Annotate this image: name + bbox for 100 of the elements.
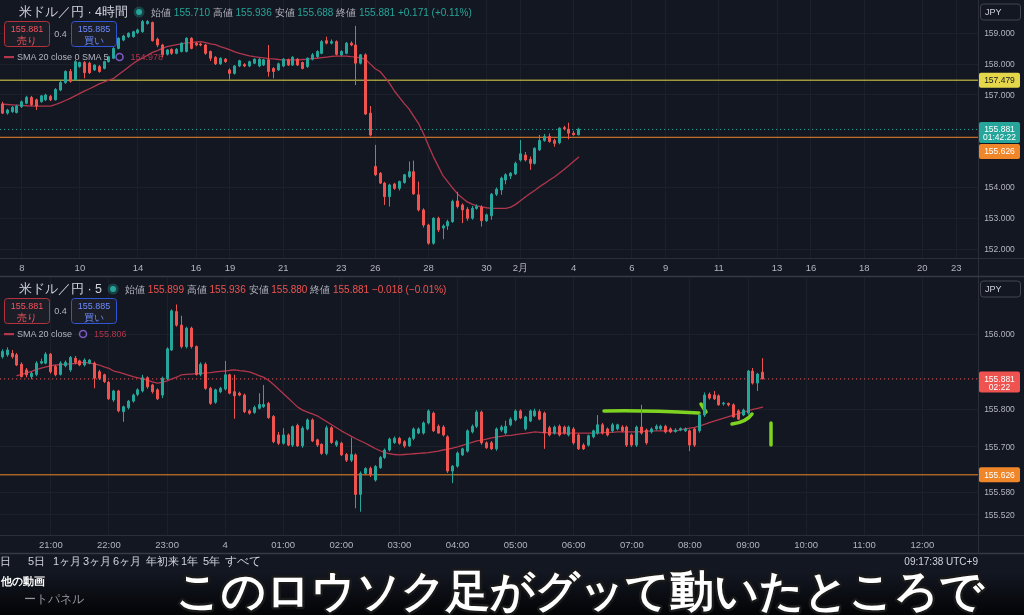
y-tick-label: 155.520 bbox=[984, 509, 1016, 520]
candlestick bbox=[238, 391, 241, 397]
candlestick bbox=[475, 409, 478, 429]
candlestick bbox=[417, 426, 420, 435]
candlestick bbox=[156, 37, 159, 48]
candlestick bbox=[11, 105, 14, 114]
candlestick bbox=[674, 427, 677, 434]
annotation: 買い bbox=[84, 311, 104, 323]
candlestick bbox=[122, 34, 125, 42]
candlestick bbox=[485, 213, 488, 223]
candlestick bbox=[495, 186, 498, 197]
text: 始値 155.899 高値 155.936 安値 155.880 終値 155.881 −0.018 (−0.01%) bbox=[125, 283, 447, 295]
ref-line-label: 155.626 bbox=[984, 146, 1016, 157]
candlestick bbox=[756, 372, 759, 392]
candlestick bbox=[127, 399, 130, 410]
candlestick bbox=[6, 108, 9, 116]
candlestick bbox=[6, 346, 9, 358]
candlestick bbox=[698, 412, 701, 434]
candlestick bbox=[224, 57, 227, 64]
candlestick bbox=[572, 426, 575, 446]
candlestick bbox=[98, 64, 101, 74]
candlestick bbox=[398, 180, 401, 191]
candlestick bbox=[141, 374, 144, 393]
candlestick bbox=[15, 104, 18, 114]
text: JPY bbox=[985, 284, 1002, 294]
candlestick bbox=[466, 428, 469, 454]
candlestick bbox=[175, 303, 178, 328]
y-tick-label: 157.000 bbox=[984, 89, 1016, 100]
candlestick bbox=[655, 423, 658, 431]
x-tick-label: 08:00 bbox=[678, 538, 702, 550]
candlestick bbox=[306, 56, 309, 69]
candlestick bbox=[354, 452, 357, 509]
text: JPY bbox=[985, 7, 1002, 17]
candlestick bbox=[291, 55, 294, 67]
candlestick bbox=[538, 408, 541, 421]
candlestick bbox=[451, 464, 454, 484]
y-tick-label: 154.000 bbox=[984, 182, 1016, 193]
candlestick bbox=[262, 384, 265, 409]
annotation: 155.885 bbox=[77, 300, 111, 311]
annotation: 155.881 bbox=[10, 23, 44, 34]
candlestick bbox=[393, 182, 396, 191]
candlestick bbox=[306, 417, 309, 431]
candlestick bbox=[335, 439, 338, 448]
text: 1年 bbox=[181, 555, 199, 567]
candlestick bbox=[645, 428, 648, 446]
x-tick-label: 21 bbox=[277, 261, 289, 273]
candlestick bbox=[398, 436, 401, 446]
candlestick bbox=[567, 122, 570, 140]
line-series bbox=[16, 361, 764, 456]
candlestick bbox=[345, 452, 348, 463]
ref-line-label: 155.881 bbox=[984, 124, 1016, 135]
candlestick bbox=[543, 411, 546, 450]
x-tick-label: 02:00 bbox=[329, 538, 354, 550]
x-tick-label: 13 bbox=[771, 261, 783, 273]
candlestick bbox=[161, 376, 164, 399]
text: 始値 155.710 高値 155.936 安値 155.688 終値 155.881 +0.171 (+0.11%) bbox=[151, 6, 472, 18]
text: 日 bbox=[0, 555, 11, 567]
candlestick bbox=[548, 425, 551, 437]
candlestick bbox=[504, 420, 507, 436]
candlestick bbox=[199, 361, 202, 377]
candlestick bbox=[277, 431, 280, 446]
candlestick bbox=[403, 173, 406, 185]
candlestick bbox=[442, 223, 445, 240]
candlestick bbox=[1, 348, 4, 360]
candlestick bbox=[471, 205, 474, 221]
x-tick-label: 30 bbox=[481, 261, 492, 273]
candlestick bbox=[737, 408, 740, 421]
text: 5年 bbox=[203, 555, 221, 567]
candlestick bbox=[291, 425, 294, 448]
candlestick bbox=[679, 426, 682, 432]
candlestick bbox=[669, 426, 672, 434]
candlestick bbox=[166, 48, 169, 56]
ref-line-label: 157.479 bbox=[984, 75, 1016, 86]
candlestick bbox=[311, 417, 314, 443]
candlestick bbox=[272, 66, 275, 79]
candlestick bbox=[175, 47, 178, 55]
candlestick bbox=[253, 405, 256, 415]
chart-title: 米ドル／円 · 5 bbox=[19, 282, 103, 296]
candlestick bbox=[1, 101, 4, 115]
candlestick bbox=[44, 351, 47, 365]
candlestick bbox=[88, 358, 91, 365]
candlestick bbox=[141, 19, 144, 34]
candlestick bbox=[54, 87, 57, 101]
x-tick-label: 22:00 bbox=[97, 538, 121, 550]
candlestick bbox=[393, 435, 396, 445]
legend-label: SMA 20 close bbox=[17, 329, 73, 339]
candlestick bbox=[132, 30, 135, 39]
candlestick bbox=[83, 60, 86, 79]
candlestick bbox=[243, 393, 246, 414]
annotation: 0.4 bbox=[54, 306, 67, 316]
x-tick-label: 23:00 bbox=[155, 538, 179, 550]
candlestick bbox=[224, 360, 227, 392]
candlestick bbox=[461, 202, 464, 224]
candlestick bbox=[388, 183, 391, 208]
candlestick bbox=[40, 94, 43, 104]
candlestick bbox=[340, 49, 343, 57]
x-tick-label: 19 bbox=[224, 261, 236, 273]
candlestick bbox=[529, 156, 532, 171]
candlestick bbox=[117, 389, 120, 413]
legend-label: SMA 20 close 0 SMA 5 bbox=[17, 52, 109, 62]
